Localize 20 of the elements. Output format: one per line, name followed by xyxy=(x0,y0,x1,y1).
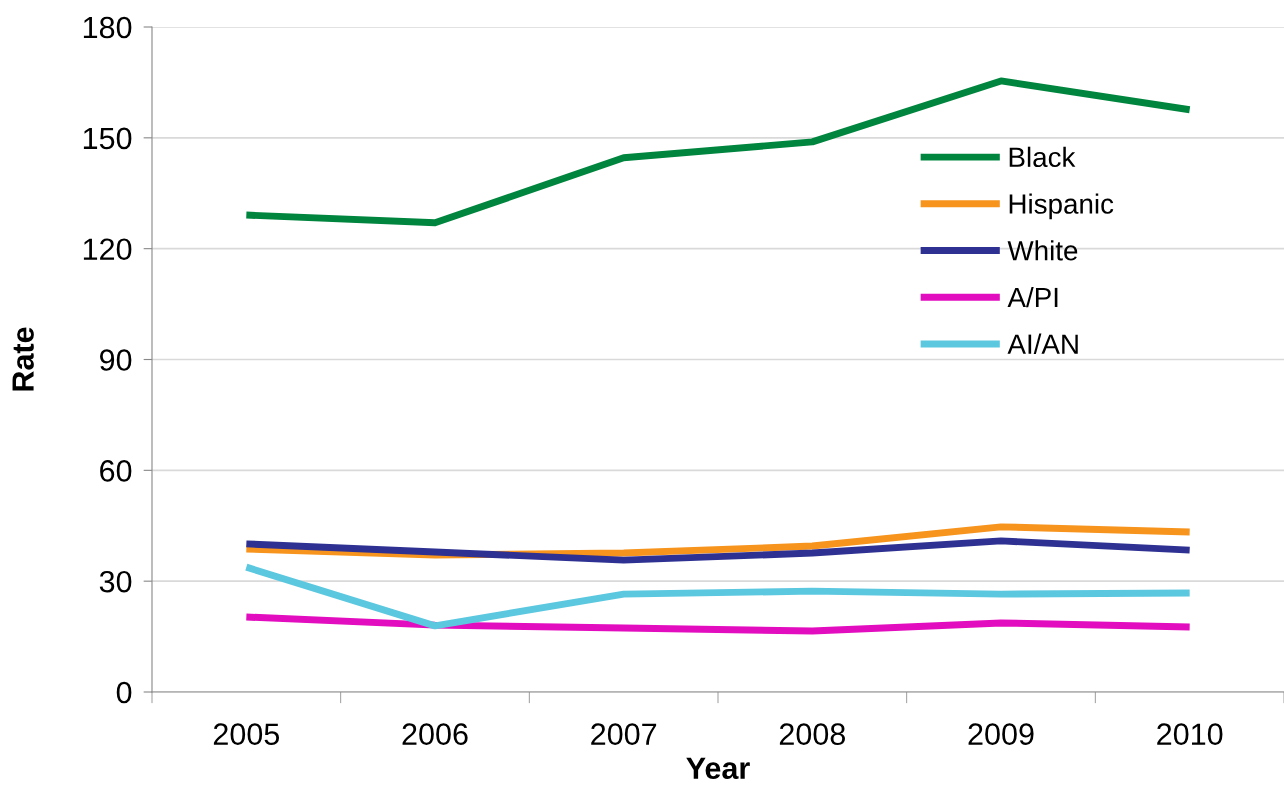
x-tick-label: 2009 xyxy=(968,723,1034,745)
legend-label: White xyxy=(1007,240,1078,261)
x-tick-label: 2005 xyxy=(213,723,280,745)
y-tick-label: 150 xyxy=(83,127,132,150)
y-tick-label: 30 xyxy=(99,570,132,593)
y-tick-label: 60 xyxy=(100,460,132,482)
legend-label: Hispanic xyxy=(1009,193,1114,220)
x-tick-label: 2008 xyxy=(779,723,845,745)
x-axis-title: Year xyxy=(686,757,750,780)
legend-label: AI/AN xyxy=(1007,333,1078,355)
legend-label: A/PI xyxy=(1007,286,1058,308)
x-tick-label: 2010 xyxy=(1157,723,1223,745)
y-tick-label: 90 xyxy=(100,349,132,371)
y-tick-label: 120 xyxy=(83,238,132,261)
legend-label: Black xyxy=(1009,146,1076,168)
y-axis-title: Rate xyxy=(12,327,34,391)
x-tick-label: 2007 xyxy=(591,723,657,745)
x-tick-label: 2006 xyxy=(402,723,468,745)
y-tick-label: 180 xyxy=(83,16,132,39)
y-tick-label: 0 xyxy=(116,681,132,704)
